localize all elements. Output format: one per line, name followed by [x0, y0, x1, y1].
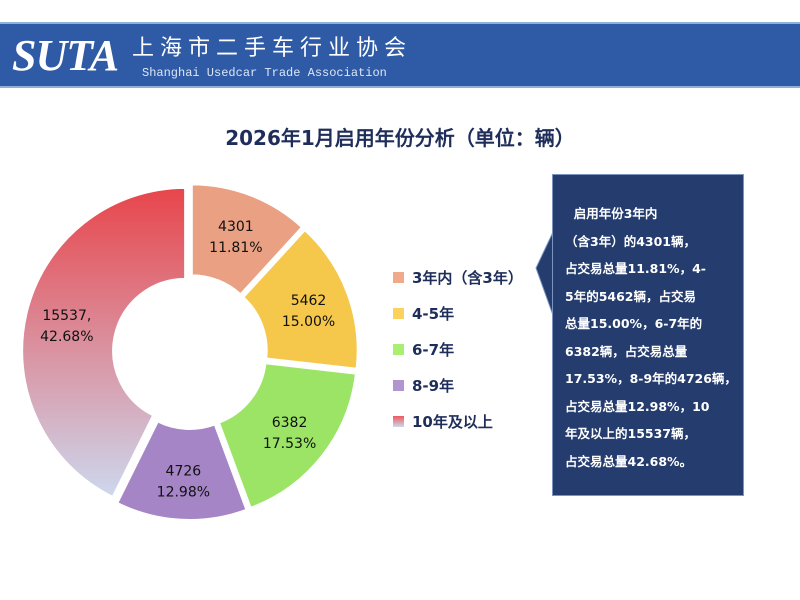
- data-label: 17.53%: [263, 436, 316, 452]
- data-label: 6382: [272, 415, 308, 431]
- data-label: 42.68%: [40, 329, 93, 345]
- legend-item: 8-9年: [393, 367, 523, 403]
- donut-slice: [21, 186, 187, 499]
- summary-line: 总量15.00%，6-7年的: [565, 316, 703, 331]
- summary-line: 年及以上的15537辆，: [565, 426, 696, 441]
- summary-line: 占交易总量42.68%。: [565, 453, 693, 469]
- legend-label: 4-5年: [412, 304, 455, 323]
- legend-swatch: [393, 343, 404, 355]
- summary-line: 5年的5462辆，占交易: [565, 288, 696, 304]
- legend-item: 3年内（含3年）: [393, 259, 523, 295]
- data-label: 4726: [166, 463, 202, 479]
- legend-swatch: [393, 415, 404, 427]
- data-label: 12.98%: [157, 484, 210, 500]
- donut-slice: [241, 228, 359, 370]
- data-label: 15.00%: [282, 314, 335, 330]
- data-label: 5462: [291, 293, 327, 309]
- summary-line: 占交易总量11.81%，4-: [565, 261, 706, 276]
- summary-line: 启用年份3年内: [565, 206, 658, 221]
- legend: 3年内（含3年） 4-5年 6-7年 8-9年 10年及以上: [393, 259, 523, 439]
- data-label: 11.81%: [209, 240, 262, 256]
- summary-line: 占交易总量12.98%，10: [565, 398, 710, 414]
- legend-item: 10年及以上: [393, 403, 523, 439]
- donut-slice: [115, 420, 248, 521]
- legend-label: 10年及以上: [412, 412, 493, 431]
- donut-slice: [217, 362, 357, 510]
- association-name-en: Shanghai Usedcar Trade Association: [142, 66, 387, 80]
- donut-slice: [190, 183, 304, 296]
- legend-swatch: [393, 307, 404, 319]
- legend-swatch: [393, 379, 404, 391]
- legend-label: 6-7年: [412, 340, 455, 359]
- summary-line: 17.53%，8-9年的4726辆，: [565, 371, 737, 386]
- summary-line: （含3年）的4301辆，: [565, 233, 696, 249]
- legend-label: 3年内（含3年）: [412, 268, 523, 287]
- legend-label: 8-9年: [412, 376, 455, 395]
- summary-text: 启用年份3年内 （含3年）的4301辆， 占交易总量11.81%，4- 5年的5462…: [565, 200, 740, 475]
- legend-swatch: [393, 271, 404, 283]
- logo: SUTA: [12, 31, 119, 80]
- legend-item: 6-7年: [393, 331, 523, 367]
- summary-callout: [552, 174, 744, 496]
- association-name-cn: 上海市二手车行业协会: [132, 36, 413, 61]
- data-label: 4301: [218, 219, 254, 235]
- legend-item: 4-5年: [393, 295, 523, 331]
- donut-chart: 4301 11.81% 5462 15.00% 6382 17.53% 4726 12.98%…: [21, 183, 359, 521]
- summary-line: 6382辆，占交易总量: [565, 343, 688, 359]
- data-label: 15537,: [42, 308, 91, 324]
- header-banner: SUTA 上海市二手车行业协会 Shanghai Usedcar Trade A…: [0, 22, 800, 88]
- chart-title: 2026年1月启用年份分析（单位：辆）: [225, 126, 575, 150]
